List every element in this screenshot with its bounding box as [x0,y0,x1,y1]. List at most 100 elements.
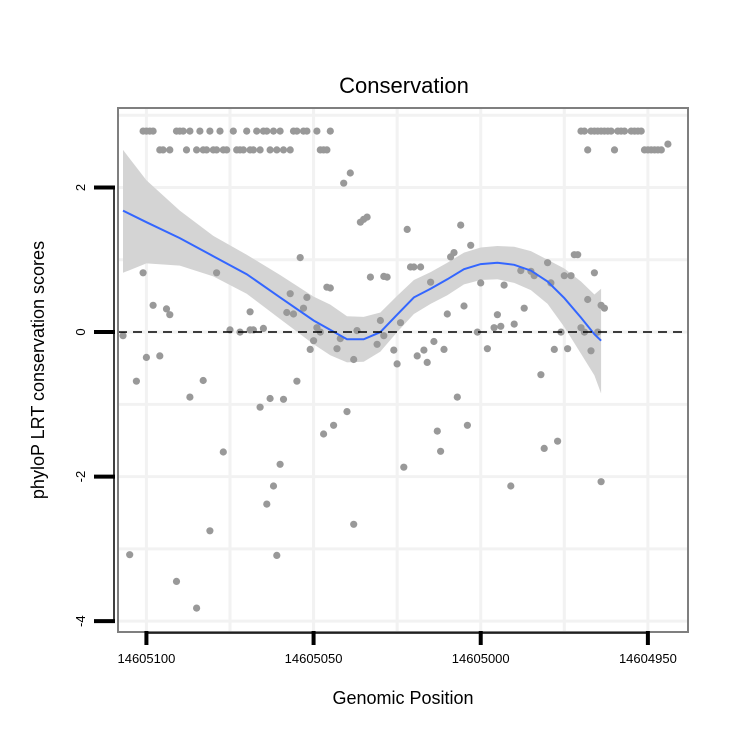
data-point [554,437,562,445]
data-point [159,146,167,154]
data-point [266,146,274,154]
data-point [350,520,358,528]
grid-lines [118,108,688,632]
data-point [213,269,221,277]
x-tick-label: 14604950 [619,651,677,666]
data-point [276,460,284,468]
data-point [249,146,257,154]
data-point [289,310,298,318]
x-axis-title: Genomic Position [332,688,473,708]
y-tick-label: 0 [73,328,88,335]
data-point [326,127,334,135]
data-point [587,347,595,355]
data-point [149,127,157,135]
data-point [256,403,264,411]
data-point [366,273,374,281]
data-point [326,284,334,292]
data-point [483,345,491,353]
data-point [540,444,548,452]
data-point [126,551,134,559]
data-point [263,127,271,135]
data-point [193,604,201,612]
data-point [346,169,354,177]
data-point [500,281,508,289]
data-point [400,463,408,471]
data-point [590,269,599,277]
data-point [273,551,281,560]
y-tick-label: -4 [73,615,88,627]
data-point [417,263,425,271]
data-point [584,295,592,304]
data-point [440,345,448,353]
data-point [564,345,572,353]
data-point [493,311,501,319]
data-point [182,146,191,154]
data-point [473,328,481,336]
smooth-line-layer [122,209,602,342]
data-point [450,249,458,257]
data-point [430,337,438,346]
data-point [269,482,278,490]
data-point [560,272,568,280]
data-point [457,221,465,229]
data-point [166,146,174,154]
data-point [383,273,391,281]
data-point [510,320,518,328]
data-point [283,308,291,317]
data-point [259,324,267,332]
data-point [594,328,602,336]
data-point [460,302,468,310]
data-point [179,127,187,135]
data-point [410,263,418,271]
data-point [403,225,411,233]
data-point [467,241,475,249]
data-point [363,213,371,221]
data-point [600,304,609,312]
data-point [517,267,525,275]
data-point [216,127,224,135]
data-point [574,251,582,259]
data-point [427,278,435,286]
y-axis: -4 -2 0 2 [73,184,115,627]
data-point [206,127,214,135]
data-point [547,279,555,287]
data-point [537,371,545,379]
chart-title: Conservation [339,73,469,98]
data-point [286,290,294,298]
data-point [139,269,147,277]
data-point [607,127,615,135]
data-point [266,394,274,403]
data-point [437,447,445,455]
data-point [229,127,237,135]
data-point [199,376,207,385]
data-point [303,127,311,135]
data-point [306,345,314,353]
data-point [162,305,171,313]
data-point [413,352,421,360]
data-point [620,127,629,135]
x-tick-label: 14605050 [285,651,343,666]
x-axis: 14605100 14605050 14605000 14604950 [117,631,677,666]
data-point [350,355,358,364]
y-tick-label: 2 [73,184,88,191]
x-tick-label: 14605100 [117,651,175,666]
data-point [166,311,174,319]
data-point [597,478,605,486]
data-point [490,324,498,332]
data-point [550,345,558,353]
x-tick-label: 14605000 [452,651,510,666]
data-point [276,127,284,135]
data-point [380,332,388,340]
data-point [477,279,485,287]
data-point [119,332,127,340]
data-point [323,146,331,154]
data-point [293,127,301,135]
data-point [657,146,665,154]
data-point [299,304,308,312]
data-point [313,127,321,135]
data-point [243,127,251,135]
data-point [219,448,227,456]
data-point [269,127,278,135]
data-point [584,146,592,154]
data-point [544,259,552,267]
